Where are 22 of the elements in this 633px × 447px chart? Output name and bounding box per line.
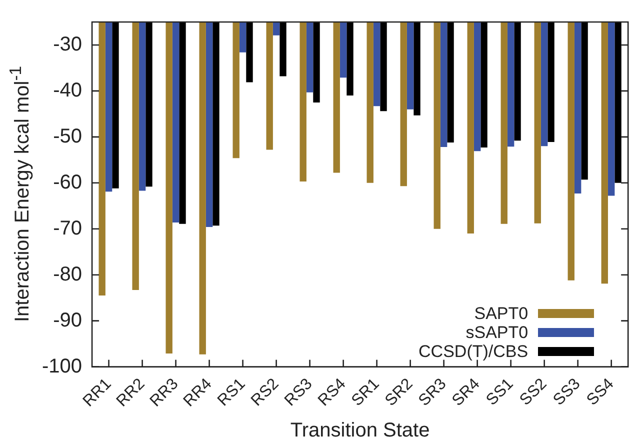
y-tick-label: -30: [53, 34, 82, 56]
legend-label: sSAPT0: [466, 322, 528, 342]
y-tick-label: -90: [53, 309, 82, 332]
x-tick-label: SS2: [516, 375, 550, 409]
x-tick-label: SS4: [584, 375, 618, 409]
x-tick-label: RS1: [214, 375, 249, 410]
y-tick-label: -70: [53, 217, 82, 240]
x-tick-label: SS1: [483, 375, 517, 409]
y-tick-label: -40: [53, 79, 82, 102]
y-tick-label: -50: [53, 125, 82, 148]
x-tick-label: SR1: [348, 375, 383, 410]
legend-label: SAPT0: [474, 304, 528, 323]
x-tick-label: SR2: [382, 375, 416, 410]
x-tick-label: SS3: [550, 375, 584, 409]
x-tick-label: SR4: [449, 375, 484, 410]
x-tick-label: RR1: [80, 375, 115, 410]
legend-label: CCSD(T)/CBS: [418, 342, 528, 361]
x-axis-title: Transition State: [290, 420, 430, 442]
y-tick-label: -60: [53, 171, 82, 194]
y-tick-label: -80: [53, 263, 82, 286]
x-tick-label: SR3: [416, 375, 450, 410]
y-tick-label: -100: [42, 355, 82, 378]
